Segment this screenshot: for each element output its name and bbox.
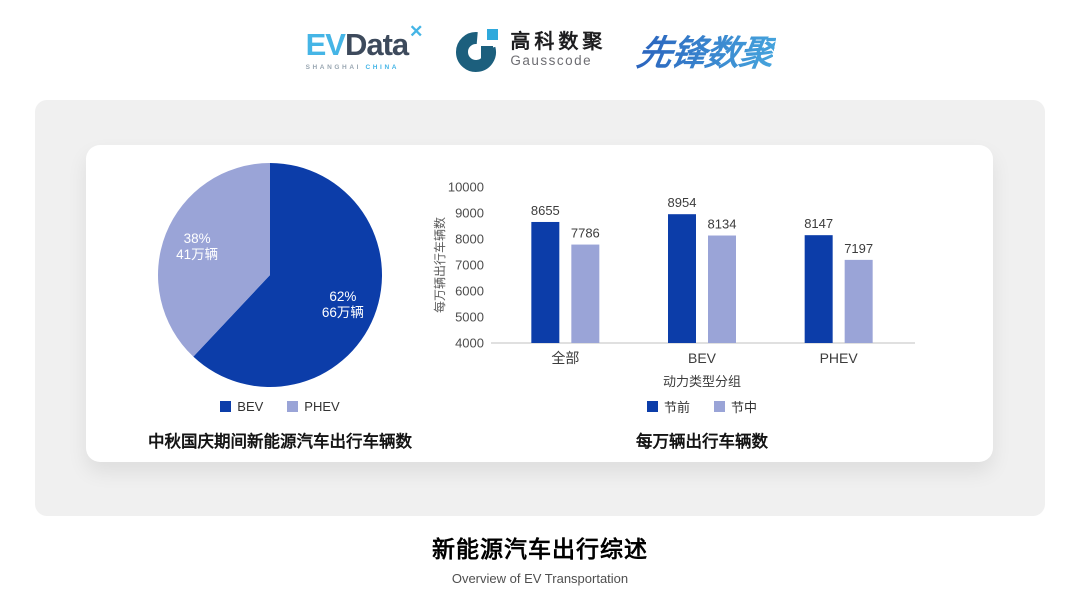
page-title: 新能源汽车出行综述: [432, 536, 648, 562]
legend-label: BEV: [237, 398, 264, 414]
y-tick-label: 4000: [455, 336, 484, 351]
pie-slice-label-PHEV: 38% 41万辆: [176, 231, 218, 262]
x-tick-label-PHEV: PHEV: [820, 350, 859, 366]
bar-value-label: 8655: [531, 203, 560, 218]
bar-value-label: 7786: [571, 226, 600, 241]
pie-chart-title: 中秋国庆期间新能源汽车出行车辆数: [148, 433, 412, 451]
bar-节中-BEV: [708, 235, 736, 343]
bar-节前-PHEV: [804, 235, 833, 343]
bar-legend: 节前 节中: [497, 397, 907, 416]
pie-legend: BEV PHEV: [110, 398, 450, 414]
bar-value-label: 8134: [708, 217, 737, 232]
y-tick-label: 10000: [448, 180, 484, 195]
charts-card: 62% 66万辆 38% 41万辆 BEV PHEV 中秋国庆期间新能源汽车出行车辆数 …: [86, 145, 993, 462]
pie-slice-PHEV: [158, 163, 270, 357]
evdata-logo: EV Data ✕ SHANGHAI CHINA: [305, 23, 424, 71]
legend-item-PHEV: PHEV: [287, 398, 340, 414]
header-logos: EV Data ✕ SHANGHAI CHINA 高科数聚 Gausscode: [0, 16, 1080, 84]
pie-chart-block: 62% 66万辆 38% 41万辆 BEV PHEV 中秋国庆期间新能源汽车出行车辆数: [110, 157, 450, 452]
legend-swatch: [714, 400, 725, 412]
gausscode-en-text: Gausscode: [510, 52, 593, 68]
x-tick-label-BEV: BEV: [688, 350, 717, 366]
gausscode-cn-text: 高科数聚: [510, 30, 607, 53]
legend-swatch: [287, 400, 299, 412]
legend-label: PHEV: [304, 398, 340, 414]
bar-value-label: 7197: [844, 241, 873, 256]
footer: 新能源汽车出行综述 Overview of EV Transportation: [0, 530, 1080, 586]
evdata-ev-text: EV: [305, 27, 346, 62]
evdata-china-text: CHINA: [365, 64, 400, 71]
evdata-subtitle: SHANGHAI CHINA: [306, 64, 424, 71]
pie-chart: 62% 66万辆 38% 41万辆: [158, 163, 382, 387]
y-tick-label: 7000: [455, 258, 484, 273]
bar-value-label: 8147: [804, 216, 833, 231]
bar-节前-BEV: [668, 214, 696, 343]
y-tick-label: 6000: [455, 284, 484, 299]
legend-item-节前: 节前: [646, 397, 690, 416]
evdata-wordmark: EV Data ✕: [305, 23, 424, 62]
pie-slice-BEV: [193, 163, 382, 387]
legend-item-BEV: BEV: [220, 399, 263, 414]
content-panel: 62% 66万辆 38% 41万辆 BEV PHEV 中秋国庆期间新能源汽车出行车辆数 …: [35, 100, 1045, 516]
bar-chart-block: 4000 5000 6000 7000 8000 9000 10000 每万辆出行车辆数 865…: [386, 157, 966, 452]
bar-chart: 4000 5000 6000 7000 8000 9000 10000 每万辆出行车辆数 865…: [432, 180, 915, 389]
x-tick-label-全部: 全部: [551, 350, 579, 366]
xianfeng-text: 先锋数聚: [634, 25, 779, 76]
bar-节前-全部: [531, 221, 560, 343]
legend-item-节中: 节中: [714, 397, 757, 416]
bar-节中-PHEV: [844, 259, 873, 343]
legend-swatch: [646, 400, 658, 412]
evdata-x-icon: ✕: [409, 22, 424, 41]
legend-swatch: [220, 400, 232, 412]
page-subtitle: Overview of EV Transportation: [451, 571, 629, 586]
gausscode-g-icon: [456, 29, 499, 72]
gausscode-text: 高科数聚 Gausscode: [510, 31, 606, 69]
evdata-data-text: Data: [344, 27, 409, 62]
legend-label: 节中: [731, 399, 758, 415]
x-axis-title: 动力类型分组: [663, 374, 741, 389]
bar-value-label: 8954: [668, 195, 697, 210]
pie-slice-label-BEV: 62% 66万辆: [322, 289, 364, 320]
bar-chart-title: 每万辆出行车辆数: [636, 433, 768, 451]
y-axis-title: 每万辆出行车辆数: [432, 217, 447, 313]
y-tick-label: 9000: [455, 206, 484, 221]
legend-label: 节前: [663, 399, 690, 415]
evdata-shanghai-text: SHANGHAI: [305, 64, 362, 71]
xianfeng-logo: 先锋数聚: [634, 25, 777, 76]
gausscode-logo: 高科数聚 Gausscode: [455, 27, 606, 73]
bar-节中-全部: [571, 244, 600, 343]
y-tick-label: 8000: [455, 232, 484, 247]
y-tick-label: 5000: [455, 310, 484, 325]
